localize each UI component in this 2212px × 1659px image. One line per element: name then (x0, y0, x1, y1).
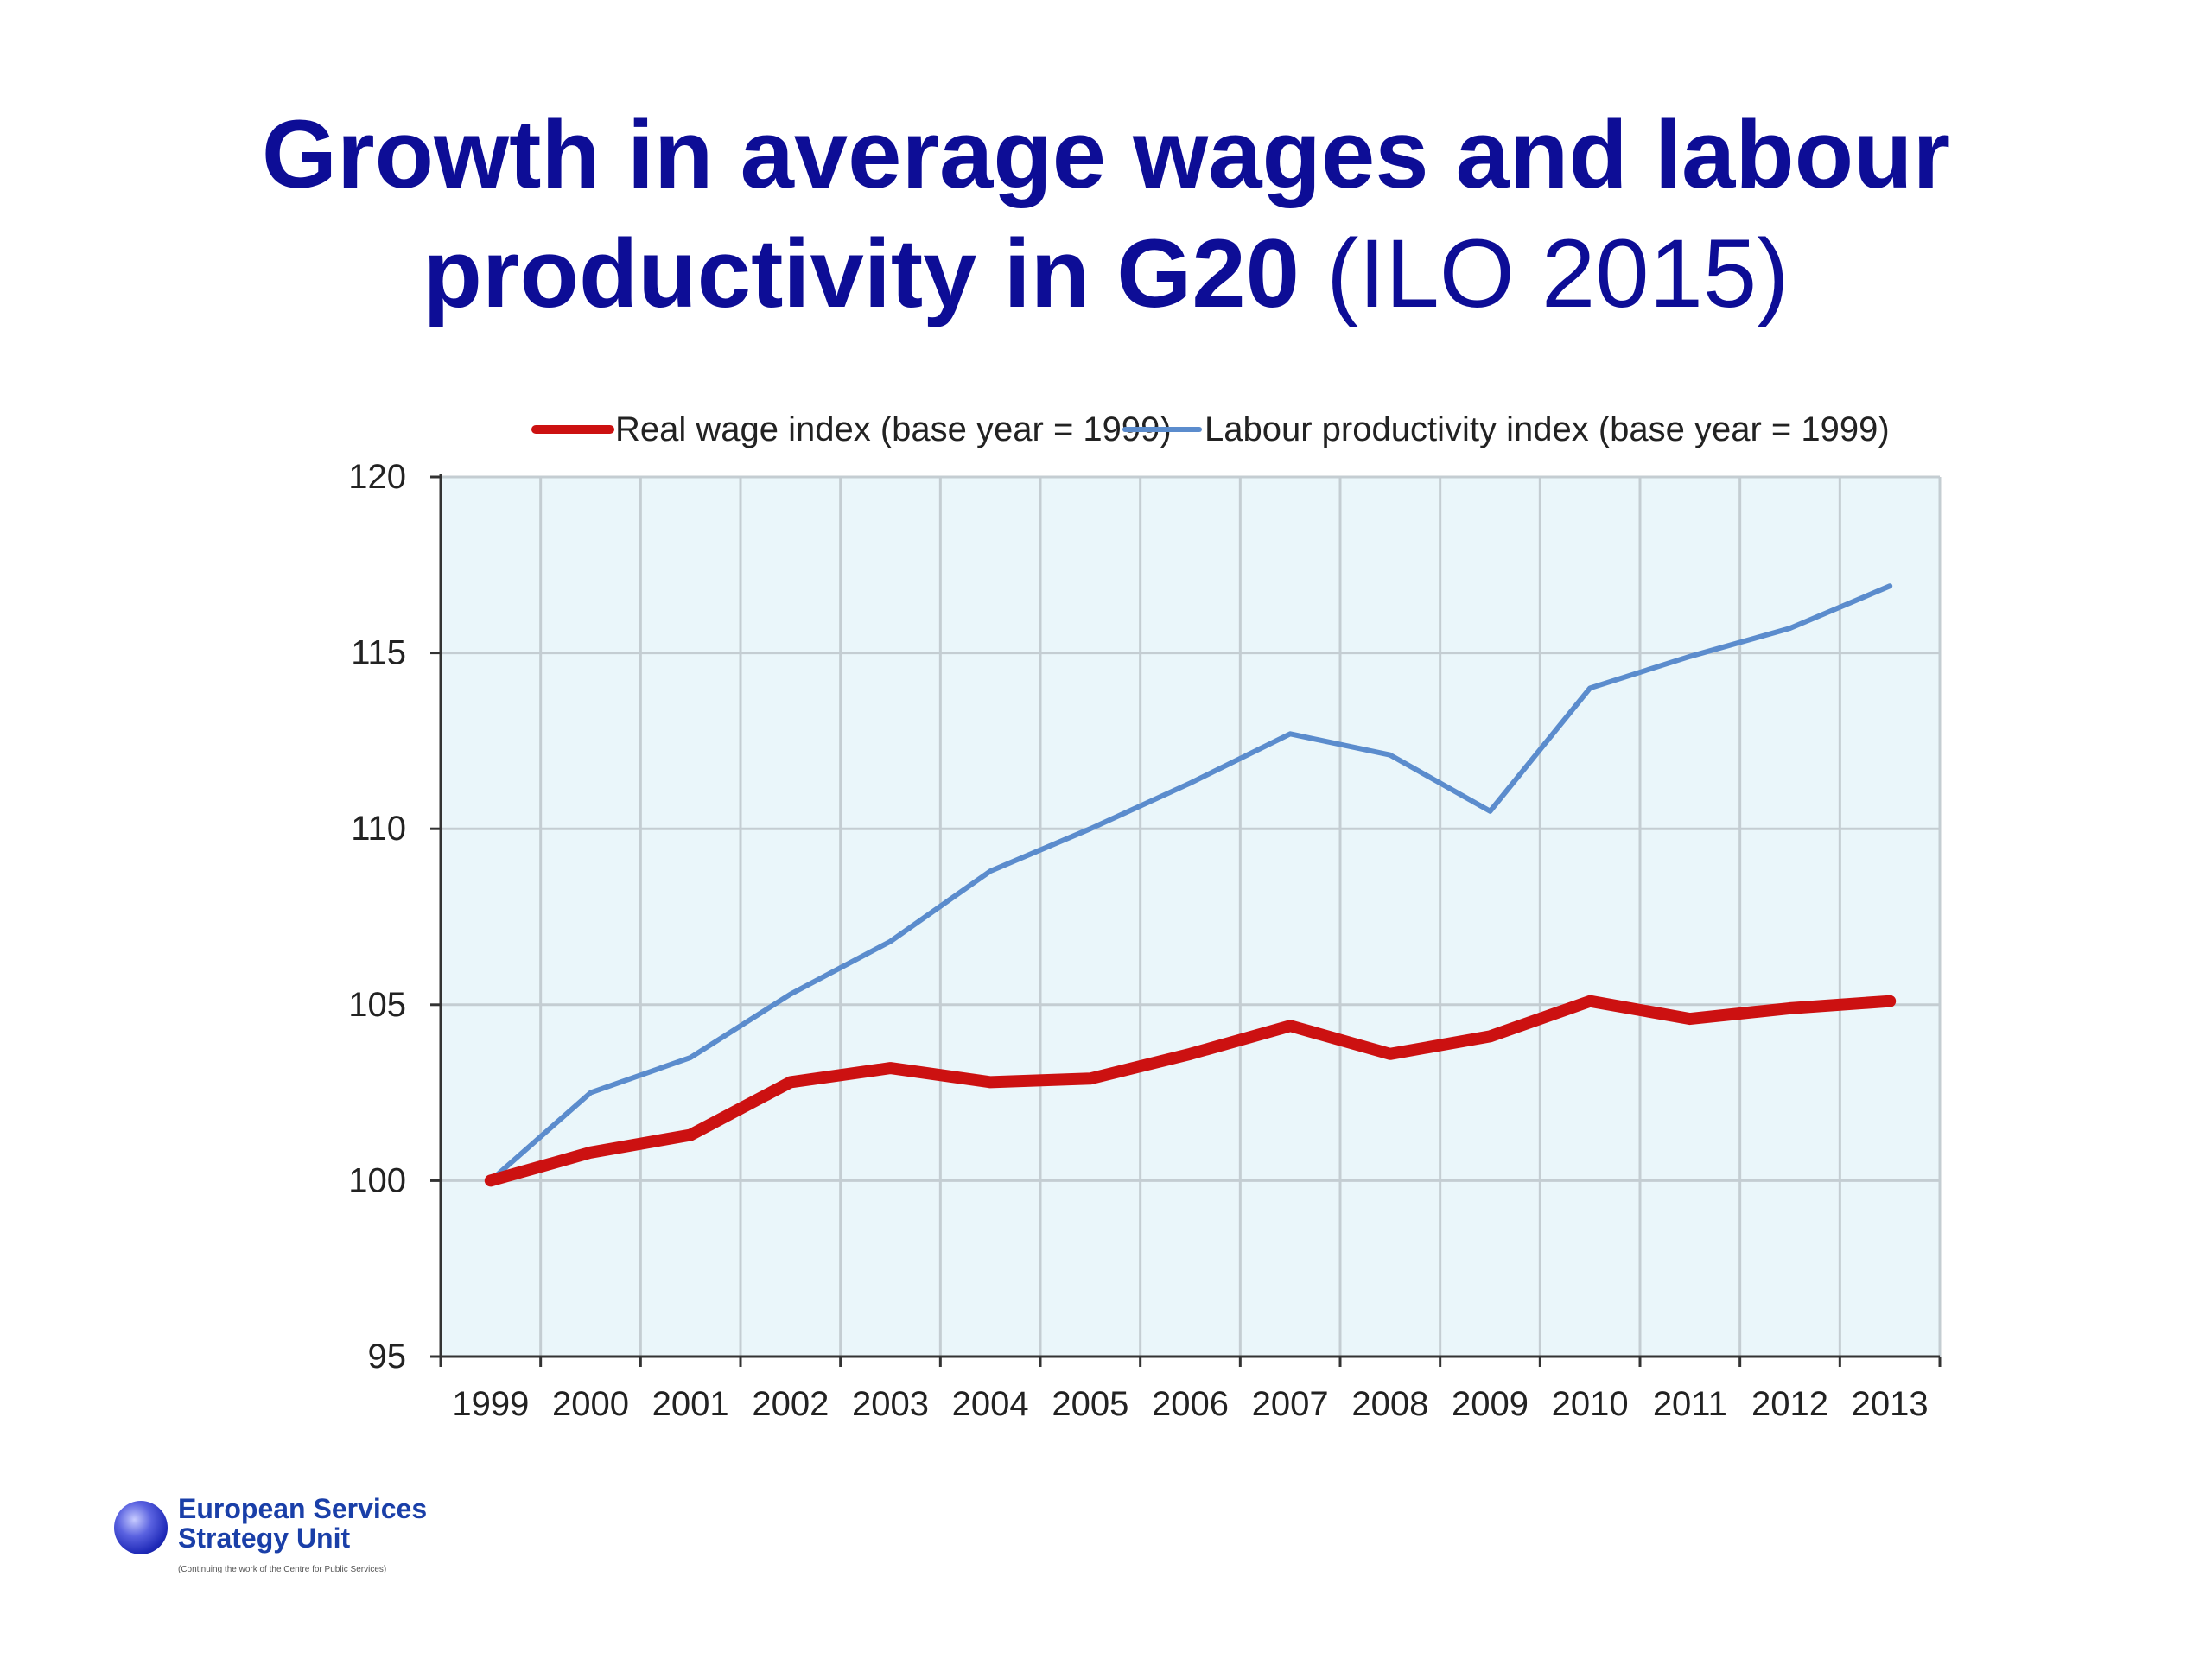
legend-label: Labour productivity index (base year = 1… (1205, 410, 1890, 448)
x-tick-label: 2009 (1452, 1385, 1529, 1423)
x-tick-label: 2013 (1852, 1385, 1929, 1423)
chart-series (484, 583, 1897, 1187)
y-tick-label: 110 (351, 810, 406, 848)
slide-title: Growth in average wages and labour produ… (0, 95, 2212, 334)
title-bold-line2: productivity in G20 (423, 219, 1300, 327)
legend-label: Real wage index (base year = 1999) (615, 410, 1172, 448)
title-line-1: Growth in average wages and labour (0, 95, 2212, 214)
chart-grid (441, 475, 1942, 1357)
y-tick-label: 115 (351, 634, 406, 672)
title-line-2: productivity in G20 (ILO 2015) (0, 214, 2212, 334)
x-tick-label: 2005 (1052, 1385, 1128, 1423)
logo-name: European Services Strategy Unit (178, 1494, 427, 1553)
series-line-labour-productivity (487, 583, 1893, 1184)
x-tick-label: 2004 (952, 1385, 1029, 1423)
x-tick-label: 2011 (1653, 1385, 1727, 1423)
chart-axes (430, 474, 1942, 1367)
logo-name-line2: Strategy Unit (178, 1522, 351, 1554)
logo-tagline: (Continuing the work of the Centre for P… (178, 1565, 387, 1574)
x-tick-label: 2003 (852, 1385, 929, 1423)
x-tick-label: 2012 (1751, 1385, 1828, 1423)
x-tick-label: 2007 (1252, 1385, 1329, 1423)
y-tick-label: 120 (348, 458, 406, 496)
x-axis-labels: 1999 2000 2001 2002 2003 2004 2005 2006 2007 2008… (452, 1385, 1928, 1423)
series-line-real-wage (484, 995, 1897, 1187)
x-tick-label: 2001 (652, 1385, 729, 1423)
x-tick-label: 2006 (1152, 1385, 1229, 1423)
y-tick-label: 100 (348, 1161, 406, 1199)
plot-area (441, 477, 1940, 1357)
chart-legend: Real wage index (base year = 1999) Labour… (531, 410, 1890, 448)
x-tick-label: 1999 (452, 1385, 529, 1423)
globe-logo-icon (114, 1501, 168, 1554)
x-tick-label: 2000 (552, 1385, 629, 1423)
x-tick-label: 2008 (1351, 1385, 1428, 1423)
title-source: (ILO 2015) (1326, 219, 1789, 327)
y-tick-label: 95 (368, 1338, 407, 1376)
y-axis-labels: 95 100 105 110 115 120 (348, 458, 406, 1376)
x-tick-label: 2010 (1552, 1385, 1629, 1423)
esu-logo: European Services Strategy Unit (Continu… (114, 1494, 512, 1586)
title-bold-line1: Growth in average wages and labour (261, 100, 1951, 208)
x-tick-label: 2002 (752, 1385, 829, 1423)
y-tick-label: 105 (348, 986, 406, 1024)
logo-name-line1: European Services (178, 1493, 428, 1524)
